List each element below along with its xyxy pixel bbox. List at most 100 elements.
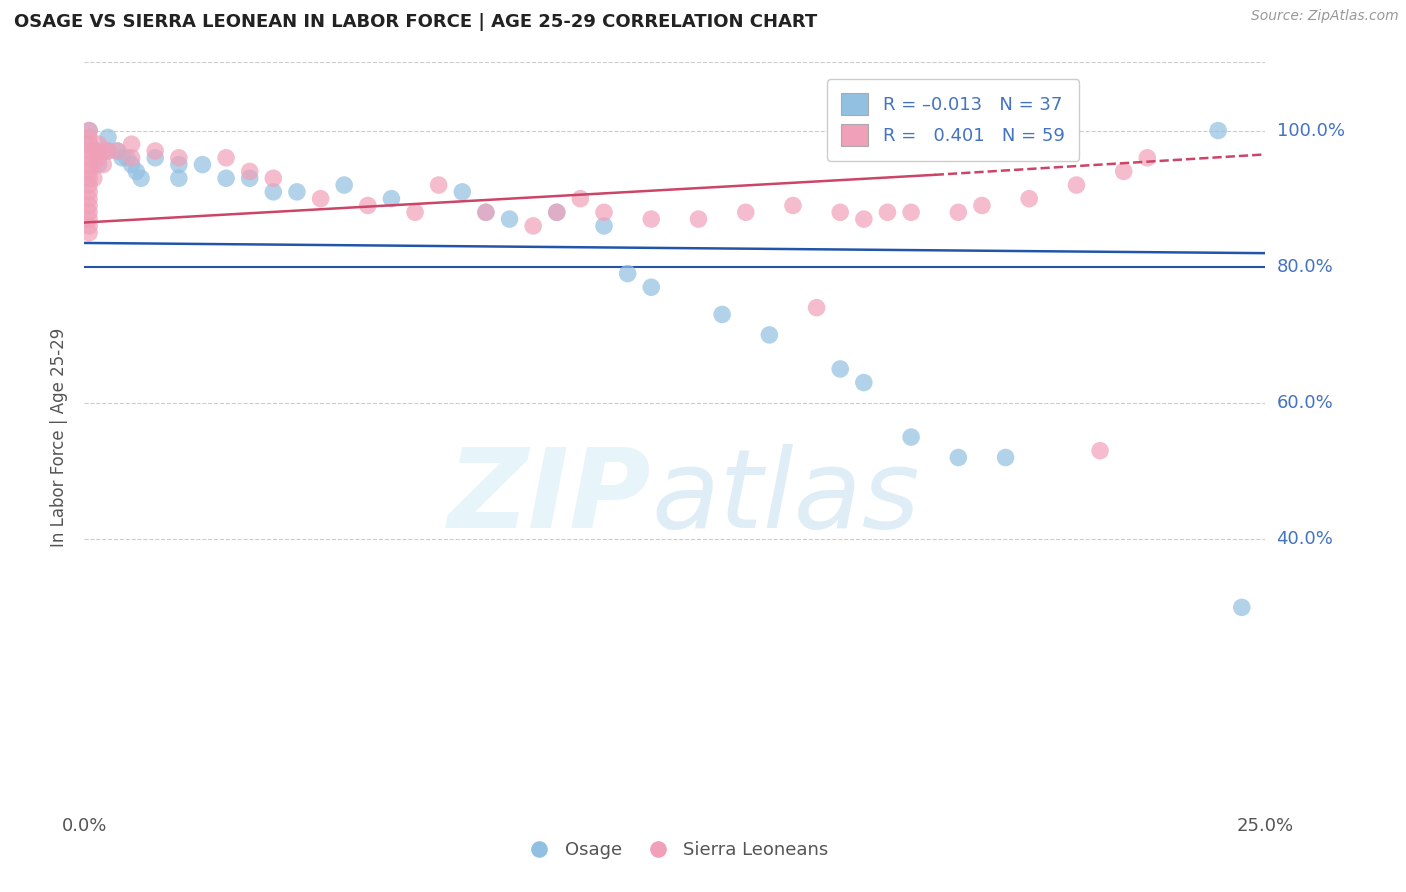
Point xyxy=(121,151,143,165)
Point xyxy=(77,198,100,212)
Point xyxy=(87,151,110,165)
Point xyxy=(107,144,129,158)
Point xyxy=(77,178,100,192)
Point xyxy=(77,123,100,137)
Point xyxy=(948,205,970,219)
Text: 80.0%: 80.0% xyxy=(1277,258,1333,276)
Point xyxy=(1112,164,1135,178)
Point xyxy=(333,178,356,192)
Point xyxy=(77,144,100,158)
Point xyxy=(77,185,100,199)
Point xyxy=(734,205,756,219)
Point xyxy=(806,301,828,315)
Point xyxy=(167,158,190,172)
Point xyxy=(115,151,138,165)
Text: atlas: atlas xyxy=(651,443,920,550)
Point xyxy=(77,151,100,165)
Point xyxy=(640,212,662,227)
Point xyxy=(83,144,105,158)
Point xyxy=(77,137,100,152)
Text: ZIP: ZIP xyxy=(447,443,651,550)
Point xyxy=(546,205,568,219)
Point xyxy=(167,171,190,186)
Point xyxy=(830,362,852,376)
Point xyxy=(852,376,875,390)
Point xyxy=(77,192,100,206)
Point xyxy=(77,226,100,240)
Point xyxy=(83,171,105,186)
Point xyxy=(77,137,100,152)
Point xyxy=(852,212,875,227)
Point xyxy=(77,158,100,172)
Point xyxy=(1088,443,1111,458)
Point xyxy=(191,158,214,172)
Point xyxy=(77,164,100,178)
Point xyxy=(593,219,616,233)
Point xyxy=(262,185,284,199)
Point xyxy=(1206,123,1229,137)
Point xyxy=(97,130,120,145)
Text: 40.0%: 40.0% xyxy=(1277,530,1333,549)
Point xyxy=(239,164,262,178)
Point xyxy=(876,205,898,219)
Point xyxy=(522,219,544,233)
Point xyxy=(215,171,238,186)
Y-axis label: In Labor Force | Age 25-29: In Labor Force | Age 25-29 xyxy=(51,327,69,547)
Point xyxy=(262,171,284,186)
Point xyxy=(87,137,110,152)
Point xyxy=(546,205,568,219)
Point xyxy=(107,144,129,158)
Point xyxy=(475,205,498,219)
Point xyxy=(1066,178,1088,192)
Point xyxy=(143,144,166,158)
Point xyxy=(215,151,238,165)
Point xyxy=(125,164,148,178)
Point xyxy=(948,450,970,465)
Point xyxy=(1136,151,1159,165)
Point xyxy=(616,267,638,281)
Point xyxy=(357,198,380,212)
Point xyxy=(427,178,450,192)
Point xyxy=(758,327,780,342)
Point xyxy=(239,171,262,186)
Point xyxy=(167,151,190,165)
Point xyxy=(830,205,852,219)
Point xyxy=(1018,192,1040,206)
Point xyxy=(640,280,662,294)
Point xyxy=(900,205,922,219)
Point xyxy=(143,151,166,165)
Point xyxy=(593,205,616,219)
Point xyxy=(83,158,105,172)
Point xyxy=(569,192,592,206)
Point xyxy=(309,192,332,206)
Point xyxy=(97,144,120,158)
Point xyxy=(111,151,134,165)
Point xyxy=(970,198,993,212)
Point xyxy=(711,308,734,322)
Point xyxy=(285,185,308,199)
Point xyxy=(77,205,100,219)
Point xyxy=(475,205,498,219)
Point xyxy=(900,430,922,444)
Point xyxy=(1230,600,1253,615)
Point xyxy=(994,450,1017,465)
Point xyxy=(404,205,426,219)
Text: Source: ZipAtlas.com: Source: ZipAtlas.com xyxy=(1251,9,1399,23)
Point xyxy=(380,192,402,206)
Point xyxy=(77,212,100,227)
Point xyxy=(77,171,100,186)
Point xyxy=(91,144,114,158)
Point xyxy=(121,158,143,172)
Point xyxy=(97,144,120,158)
Point xyxy=(688,212,710,227)
Point xyxy=(782,198,804,212)
Point xyxy=(77,130,100,145)
Text: 100.0%: 100.0% xyxy=(1277,121,1344,139)
Point xyxy=(87,158,110,172)
Point xyxy=(91,158,114,172)
Legend: Osage, Sierra Leoneans: Osage, Sierra Leoneans xyxy=(515,834,835,866)
Point xyxy=(77,123,100,137)
Point xyxy=(87,144,110,158)
Point xyxy=(121,137,143,152)
Point xyxy=(451,185,474,199)
